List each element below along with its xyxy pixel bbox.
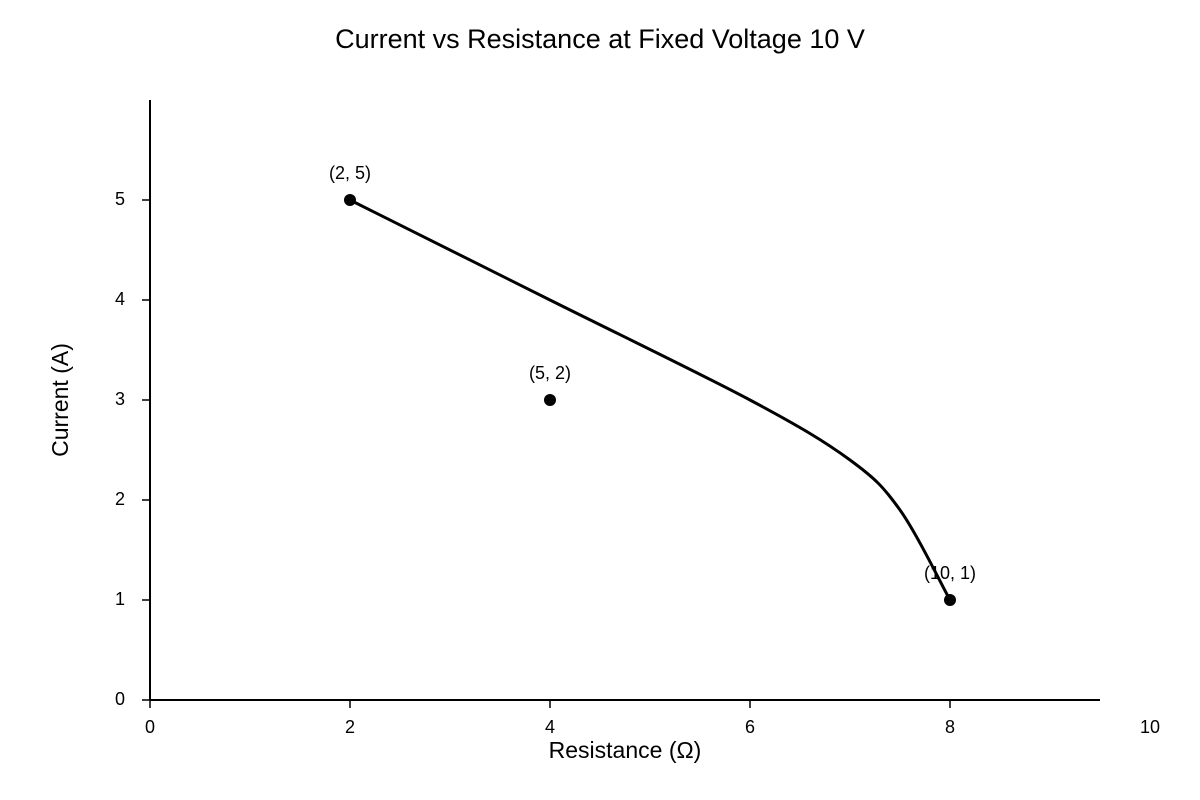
point xyxy=(344,194,356,206)
chart-title: Current vs Resistance at Fixed Voltage 1… xyxy=(335,24,865,54)
y-tick-label: 3 xyxy=(115,389,125,409)
x-tick-label: 4 xyxy=(545,717,555,737)
x-axis-label: Resistance (Ω) xyxy=(549,737,702,763)
y-tick-label: 0 xyxy=(115,689,125,709)
point xyxy=(544,394,556,406)
y-tick-label: 1 xyxy=(115,589,125,609)
x-tick-label: 2 xyxy=(345,717,355,737)
y-tick-label: 5 xyxy=(115,189,125,209)
point xyxy=(944,594,956,606)
annotation: (2, 5) xyxy=(329,163,371,183)
curve xyxy=(349,198,952,601)
annotation: (5, 2) xyxy=(529,363,571,383)
annotation: (10, 1) xyxy=(924,563,976,583)
x-tick-label: 10 xyxy=(1140,717,1160,737)
x-tick-label: 6 xyxy=(745,717,755,737)
x-tick-label: 0 xyxy=(145,717,155,737)
y-axis-label: Current (A) xyxy=(47,343,73,457)
x-tick-label: 8 xyxy=(945,717,955,737)
y-tick-label: 2 xyxy=(115,489,125,509)
y-tick-label: 4 xyxy=(115,289,125,309)
